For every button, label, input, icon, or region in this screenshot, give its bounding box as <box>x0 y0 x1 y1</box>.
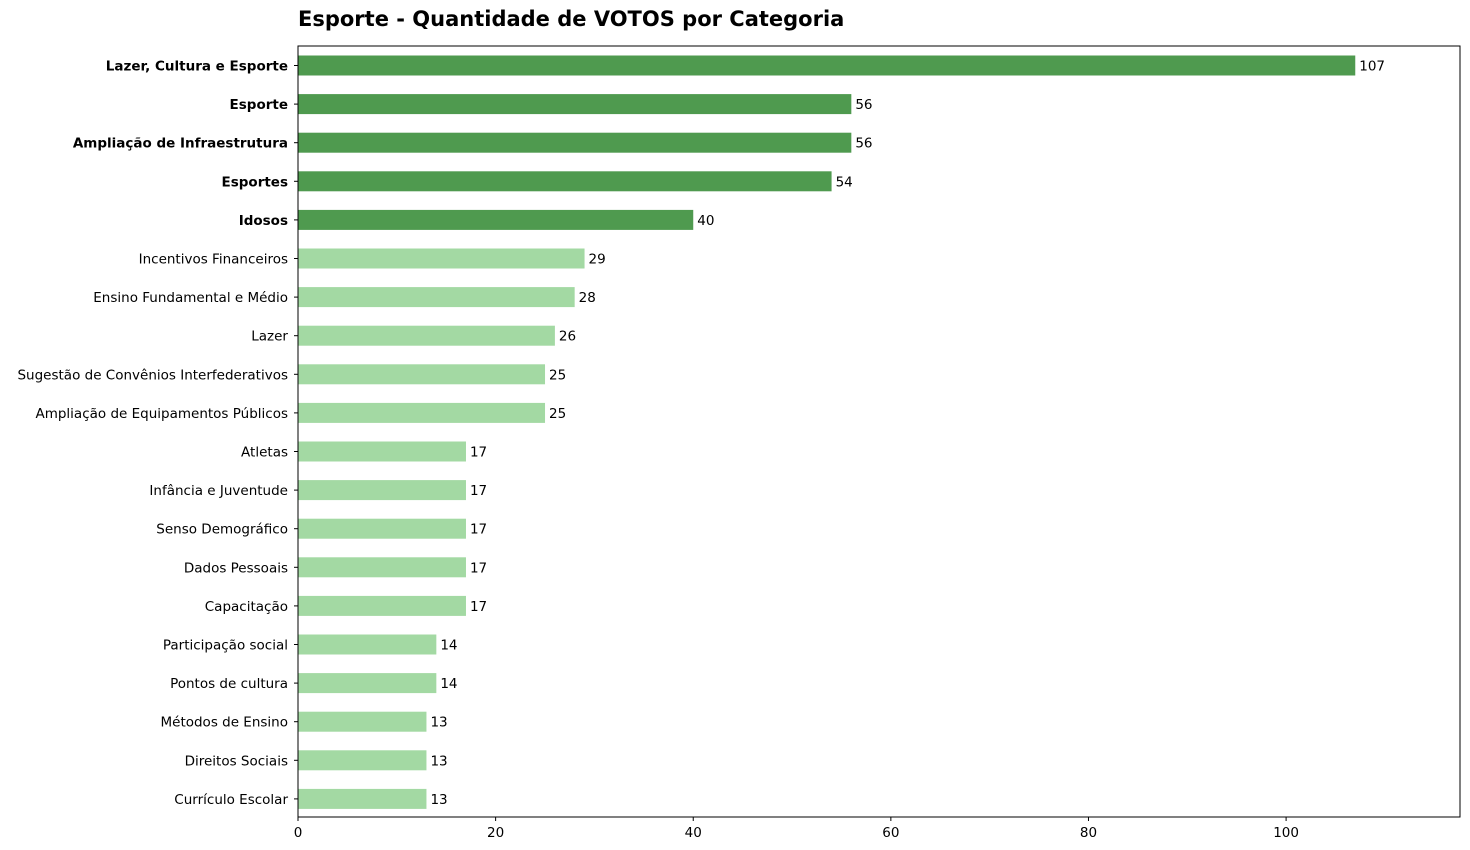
value-label-curriculo-escolar: 13 <box>430 792 447 808</box>
value-label-direitos-sociais: 13 <box>430 753 447 769</box>
value-label-sugestao-de-convenios-interfederativos: 25 <box>549 367 566 383</box>
y-tick-label-esporte: Esporte <box>230 97 288 113</box>
y-tick-label-direitos-sociais: Direitos Sociais <box>185 753 288 769</box>
y-tick-label-lazer-cultura-e-esporte: Lazer, Cultura e Esporte <box>106 59 288 75</box>
value-label-infancia-e-juventude: 17 <box>470 483 487 499</box>
bar-incentivos-financeiros <box>298 248 585 269</box>
value-label-esporte: 56 <box>855 97 872 113</box>
bar-pontos-de-cultura <box>298 673 437 694</box>
bar-lazer-cultura-e-esporte <box>298 55 1356 76</box>
y-tick-label-curriculo-escolar: Currículo Escolar <box>174 792 288 808</box>
value-labels-group: 107 56 56 54 40 29 28 26 25 25 17 17 17 17 17 14 14 13 13 1… <box>430 59 1385 808</box>
y-tick-label-capacitacao: Capacitação <box>205 599 288 615</box>
y-tick-label-ampliacao-de-infraestrutura: Ampliação de Infraestrutura <box>73 136 288 152</box>
value-label-dados-pessoais: 17 <box>470 560 487 576</box>
y-tick-label-idosos: Idosos <box>239 213 288 229</box>
plot-frame <box>297 45 1461 818</box>
bar-participacao-social <box>298 634 437 655</box>
bar-senso-demografico <box>298 518 466 539</box>
y-tick-label-ampliacao-de-equipamentos-publicos: Ampliação de Equipamentos Públicos <box>35 406 288 422</box>
y-tick-label-participacao-social: Participação social <box>163 638 288 654</box>
bar-direitos-sociais <box>298 750 427 771</box>
x-tick-label: 80 <box>1080 825 1097 841</box>
bar-curriculo-escolar <box>298 788 427 809</box>
bar-ampliacao-de-infraestrutura <box>298 132 852 153</box>
y-tick-label-infancia-e-juventude: Infância e Juventude <box>149 483 288 499</box>
value-label-senso-demografico: 17 <box>470 522 487 538</box>
y-tick-label-dados-pessoais: Dados Pessoais <box>184 560 288 576</box>
bar-lazer <box>298 325 555 346</box>
bar-ensino-fundamental-e-medio <box>298 287 575 308</box>
bars-group <box>298 55 1356 809</box>
bar-ampliacao-de-equipamentos-publicos <box>298 402 546 423</box>
y-tick-label-senso-demografico: Senso Demográfico <box>156 522 288 538</box>
bar-dados-pessoais <box>298 557 466 578</box>
y-tick-label-incentivos-financeiros: Incentivos Financeiros <box>139 252 288 268</box>
x-tick-label: 20 <box>487 825 504 841</box>
bar-esportes <box>298 171 832 192</box>
y-tick-label-metodos-de-ensino: Métodos de Ensino <box>160 715 288 731</box>
value-label-ampliacao-de-equipamentos-publicos: 25 <box>549 406 566 422</box>
x-tick-label: 40 <box>685 825 702 841</box>
category-labels-group: Lazer, Cultura e Esporte Esporte Ampliação… <box>17 59 298 808</box>
value-label-capacitacao: 17 <box>470 599 487 615</box>
value-label-metodos-de-ensino: 13 <box>430 715 447 731</box>
value-label-lazer-cultura-e-esporte: 107 <box>1359 59 1385 75</box>
bar-atletas <box>298 441 466 462</box>
x-axis: 0 20 40 60 80 100 <box>294 817 1299 841</box>
x-tick-label: 60 <box>882 825 899 841</box>
value-label-lazer: 26 <box>559 329 576 345</box>
y-tick-label-pontos-de-cultura: Pontos de cultura <box>170 676 288 692</box>
y-tick-label-esportes: Esportes <box>222 174 289 190</box>
value-label-incentivos-financeiros: 29 <box>589 252 606 268</box>
y-tick-label-sugestao-de-convenios-interfederativos: Sugestão de Convênios Interfederativos <box>17 367 288 383</box>
x-tick-label: 0 <box>294 825 303 841</box>
value-label-idosos: 40 <box>697 213 714 229</box>
value-label-esportes: 54 <box>836 174 853 190</box>
value-label-ensino-fundamental-e-medio: 28 <box>579 290 596 306</box>
y-tick-label-ensino-fundamental-e-medio: Ensino Fundamental e Médio <box>93 290 288 306</box>
bar-esporte <box>298 94 852 115</box>
value-label-ampliacao-de-infraestrutura: 56 <box>855 136 872 152</box>
value-label-atletas: 17 <box>470 445 487 461</box>
bar-infancia-e-juventude <box>298 480 466 501</box>
y-tick-label-lazer: Lazer <box>251 329 288 345</box>
bar-metodos-de-ensino <box>298 711 427 732</box>
bar-idosos <box>298 209 694 230</box>
value-label-participacao-social: 14 <box>440 638 457 654</box>
bar-capacitacao <box>298 595 466 616</box>
y-tick-label-atletas: Atletas <box>241 445 288 461</box>
chart-title: Esporte - Quantidade de VOTOS por Catego… <box>298 7 844 31</box>
x-tick-label: 100 <box>1273 825 1299 841</box>
value-label-pontos-de-cultura: 14 <box>440 676 457 692</box>
bar-sugestao-de-convenios-interfederativos <box>298 364 546 385</box>
